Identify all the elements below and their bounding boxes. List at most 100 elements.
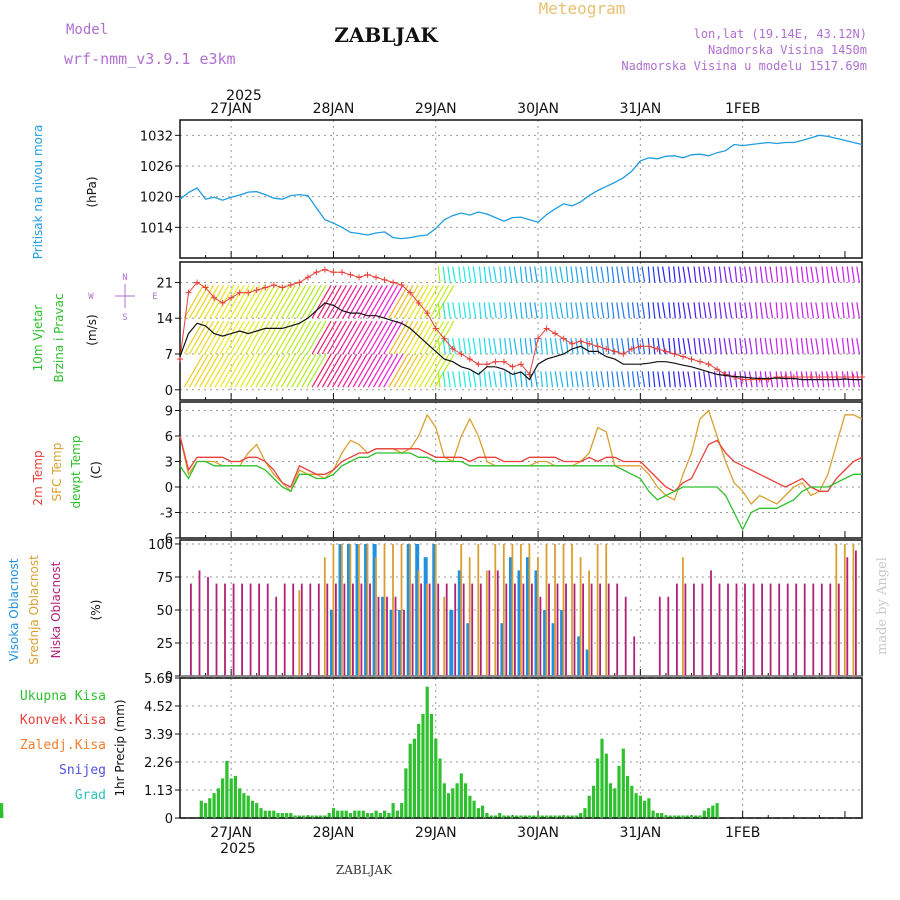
wind-barb [775,266,779,283]
low-cloud-bar [701,583,704,676]
wind-barb [347,320,368,355]
wind-barb [600,371,605,388]
wind-barb [703,302,707,319]
wind-barb [647,266,651,283]
precip-bar [280,813,284,818]
wind-barb [367,284,388,319]
wind-gust-mark [304,274,311,281]
wind-barb [508,338,513,355]
wind-barb [677,302,681,319]
wind-barb [183,320,204,355]
low-cloud-bar [454,583,457,676]
wind-barb [219,284,240,319]
low-cloud-bar [496,570,499,676]
precip-bar [323,815,327,818]
wind-gust-mark [620,351,627,357]
wind-gust-mark [586,340,593,347]
wind-barb [540,266,543,283]
precip-bar [263,810,267,818]
wind-gust-mark [543,325,550,332]
wind-barb [508,266,513,283]
wind-barb [275,320,296,355]
wind-barb [789,371,794,388]
wind-barb [260,284,281,319]
low-cloud-bar [812,583,815,676]
precip-bar [238,788,242,818]
wind-barb [472,338,477,355]
wind-barb [508,371,513,388]
wind-gust-mark [560,335,567,342]
wind-barb [291,320,312,355]
wind-barb [682,338,687,355]
wind-barb [856,302,860,319]
precip-bar [523,815,527,818]
wind-barb [826,266,830,283]
wind-barb [447,371,451,388]
precip-bar [672,815,677,818]
wind-barb [188,320,209,355]
precip-bar [702,810,706,818]
wind-barb [846,266,850,283]
precip-bar [562,815,566,818]
wind-barb [631,266,635,283]
wind-barb [442,338,446,355]
model-altitude-text: Nadmorska Visina u modelu 1517.69m [621,59,867,73]
y-tick-label: 3.39 [144,728,173,743]
low-cloud-bar [190,583,192,676]
wind-barb [434,353,455,388]
y-tick-label: 1014 [140,221,173,236]
compass-w: W [88,292,94,302]
wind-barb [841,338,845,355]
precip-bar [591,785,596,818]
wind-barb [698,371,702,388]
y-tick-label: 0 [165,670,173,685]
wind-barb [362,353,383,388]
wind-gust-mark [390,279,397,286]
wind-barb [250,320,271,355]
precip-bar [340,810,344,818]
wind-barb [570,266,574,283]
wind-barb [513,338,518,355]
low-cloud-bar [488,570,491,676]
wind-barb [707,266,712,283]
low-cloud-bar [735,583,738,676]
precip-bar [655,813,659,818]
wind-barb [260,353,281,388]
wind-barb [595,302,600,319]
low-cloud-bar [590,583,593,676]
wind-barb [673,302,676,319]
wind-barb [183,353,204,388]
wind-barb [357,320,378,355]
precip-bar [711,805,715,818]
wind-barb [590,266,595,283]
low-cloud-bar [224,583,226,676]
high-cloud-bar [517,570,522,676]
precip-bar [485,813,489,818]
wind-barb [493,371,497,388]
precip-bar [668,815,672,818]
precip-bar [204,803,208,818]
precip-bar [545,815,549,818]
precip-bar [225,761,229,818]
wind-barb [780,338,784,355]
precip-bar [621,748,625,818]
wind-barb [362,284,383,319]
wind-barb [826,302,830,319]
mid-cloud-bar [588,570,590,676]
wind-panel: 0 7 14 21 [156,261,865,401]
wind-barb [437,302,441,319]
mid-cloud-bar [835,544,838,676]
wind-gust-mark [202,284,209,291]
low-cloud-bar [394,596,397,676]
wind-barb [586,338,589,355]
wind-barb [306,353,327,388]
wind-barb [508,302,513,319]
wind-gust-mark [577,338,584,345]
wind-barb [718,266,722,283]
wind-barb [586,371,589,388]
wind-gust-mark [492,358,499,365]
y-tick-label: 6 [165,430,173,445]
low-cloud-bar [624,596,627,676]
wind-barb [403,284,424,319]
